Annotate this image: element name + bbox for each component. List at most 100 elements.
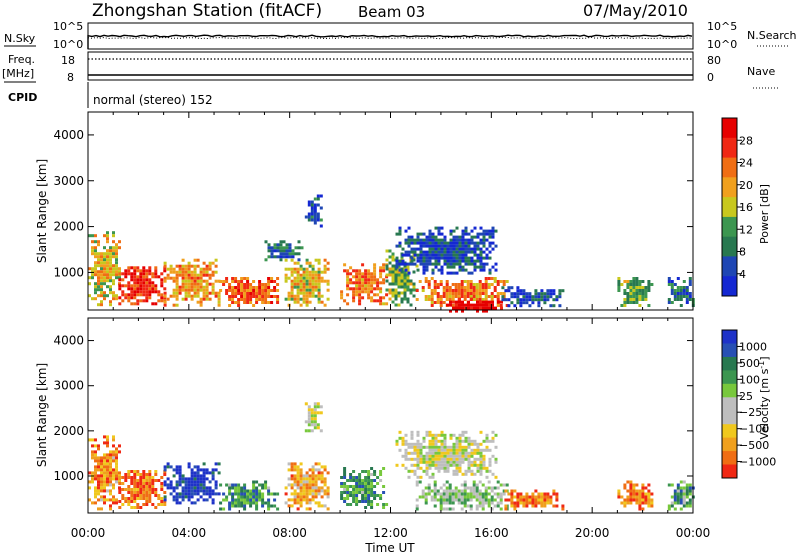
range-cell [466, 295, 470, 298]
range-cell [401, 439, 405, 443]
range-cell [151, 287, 155, 291]
range-cell [319, 206, 323, 210]
range-cell [100, 270, 103, 274]
range-cell [175, 294, 179, 298]
range-cell [496, 495, 500, 499]
range-cell [305, 480, 309, 484]
range-cell [202, 477, 206, 481]
colorbar-swatch [722, 197, 737, 218]
range-cell [172, 474, 176, 478]
range-cell [455, 469, 459, 473]
range-cell [163, 291, 167, 295]
range-cell [243, 498, 247, 502]
range-cell [403, 297, 407, 301]
figure-title: Zhongshan Station (fitACF) [92, 1, 322, 21]
range-cell [410, 238, 414, 242]
range-cell [151, 485, 155, 488]
range-cell [667, 280, 671, 283]
freq-tick-bottom: 8 [67, 71, 74, 84]
range-cell [136, 503, 140, 506]
range-cell [440, 253, 444, 257]
range-cell [455, 262, 459, 266]
range-cell [470, 442, 474, 446]
range-cell [635, 501, 639, 505]
range-cell [454, 495, 458, 499]
range-cell [196, 483, 200, 487]
x-tick-label: 04:00 [172, 526, 207, 540]
range-cell [452, 238, 456, 242]
range-cell [476, 244, 480, 248]
range-cell [267, 289, 271, 292]
range-cell [237, 504, 241, 508]
range-cell [632, 495, 636, 499]
range-cell [190, 288, 194, 292]
range-cell [258, 292, 262, 295]
range-cell [430, 304, 434, 307]
range-cell [425, 445, 429, 449]
range-cell [139, 473, 143, 476]
range-cell [88, 486, 91, 490]
range-cell [276, 243, 280, 247]
range-cell [419, 457, 423, 461]
range-cell [537, 295, 541, 299]
range-cell [442, 492, 446, 496]
range-cell [196, 273, 200, 277]
range-cell [94, 489, 97, 493]
range-cell [464, 451, 468, 455]
range-cell [481, 507, 485, 511]
range-cell [416, 463, 420, 467]
range-cell [419, 460, 423, 464]
range-cell [352, 488, 356, 491]
range-cell [340, 293, 344, 297]
range-cell [267, 498, 271, 502]
range-cell [124, 473, 128, 476]
range-cell [496, 295, 500, 298]
range-cell [419, 244, 423, 248]
range-cell [258, 295, 262, 298]
range-cell [302, 294, 306, 298]
range-cell [154, 275, 158, 279]
range-cell [317, 468, 321, 472]
range-cell [424, 501, 428, 505]
range-cell [163, 470, 167, 473]
range-cell [296, 285, 300, 289]
range-cell [449, 303, 452, 307]
range-cell [109, 498, 112, 502]
range-cell [407, 241, 411, 245]
range-cell [475, 292, 479, 295]
range-cell [482, 463, 486, 467]
range-cell [142, 275, 146, 279]
range-cell [243, 295, 247, 298]
range-cell [228, 295, 232, 298]
range-cell [466, 292, 470, 295]
range-cell [154, 287, 158, 291]
range-cell [555, 504, 559, 508]
range-cell [623, 486, 627, 490]
range-cell [367, 278, 371, 282]
range-cell [121, 278, 125, 282]
colorbar-tick-label: 12 [739, 223, 753, 236]
range-cell [115, 273, 118, 277]
range-cell [416, 433, 420, 437]
range-cell [673, 495, 677, 499]
range-cell [403, 273, 407, 277]
range-cell [178, 267, 182, 271]
range-cell [476, 448, 480, 452]
range-cell [463, 298, 467, 301]
range-cell [481, 498, 485, 502]
range-cell [136, 497, 140, 500]
range-cell [97, 483, 100, 487]
range-cell [685, 501, 689, 505]
range-cell [290, 465, 294, 469]
range-cell [400, 270, 404, 274]
range-cell [240, 498, 244, 502]
range-cell [442, 286, 446, 289]
range-cell [373, 263, 377, 267]
range-cell [460, 289, 464, 292]
range-cell [297, 246, 301, 250]
range-cell [94, 270, 97, 274]
range-cell [543, 504, 547, 508]
range-cell [391, 279, 395, 283]
range-cell [202, 291, 206, 295]
range-cell [305, 483, 309, 487]
